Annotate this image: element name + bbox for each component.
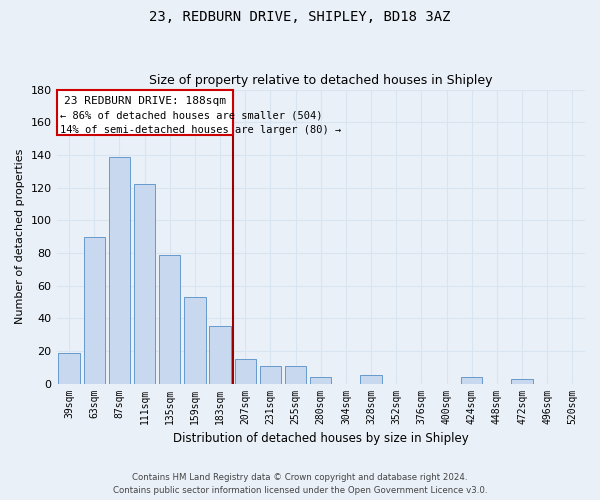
Bar <box>83 236 105 384</box>
Bar <box>58 352 80 384</box>
Bar <box>361 376 382 384</box>
FancyBboxPatch shape <box>56 90 233 136</box>
Text: 14% of semi-detached houses are larger (80) →: 14% of semi-detached houses are larger (… <box>61 126 341 136</box>
Text: ← 86% of detached houses are smaller (504): ← 86% of detached houses are smaller (50… <box>61 111 323 121</box>
Bar <box>310 377 331 384</box>
Bar <box>209 326 231 384</box>
Bar <box>184 297 206 384</box>
Bar <box>260 366 281 384</box>
Text: 23 REDBURN DRIVE: 188sqm: 23 REDBURN DRIVE: 188sqm <box>64 96 226 106</box>
Bar <box>134 184 155 384</box>
Bar <box>109 156 130 384</box>
Text: 23, REDBURN DRIVE, SHIPLEY, BD18 3AZ: 23, REDBURN DRIVE, SHIPLEY, BD18 3AZ <box>149 10 451 24</box>
Title: Size of property relative to detached houses in Shipley: Size of property relative to detached ho… <box>149 74 493 87</box>
X-axis label: Distribution of detached houses by size in Shipley: Distribution of detached houses by size … <box>173 432 469 445</box>
Bar <box>511 378 533 384</box>
Y-axis label: Number of detached properties: Number of detached properties <box>15 149 25 324</box>
Bar <box>159 254 181 384</box>
Bar <box>235 359 256 384</box>
Bar <box>285 366 307 384</box>
Text: Contains HM Land Registry data © Crown copyright and database right 2024.
Contai: Contains HM Land Registry data © Crown c… <box>113 474 487 495</box>
Bar <box>461 377 482 384</box>
